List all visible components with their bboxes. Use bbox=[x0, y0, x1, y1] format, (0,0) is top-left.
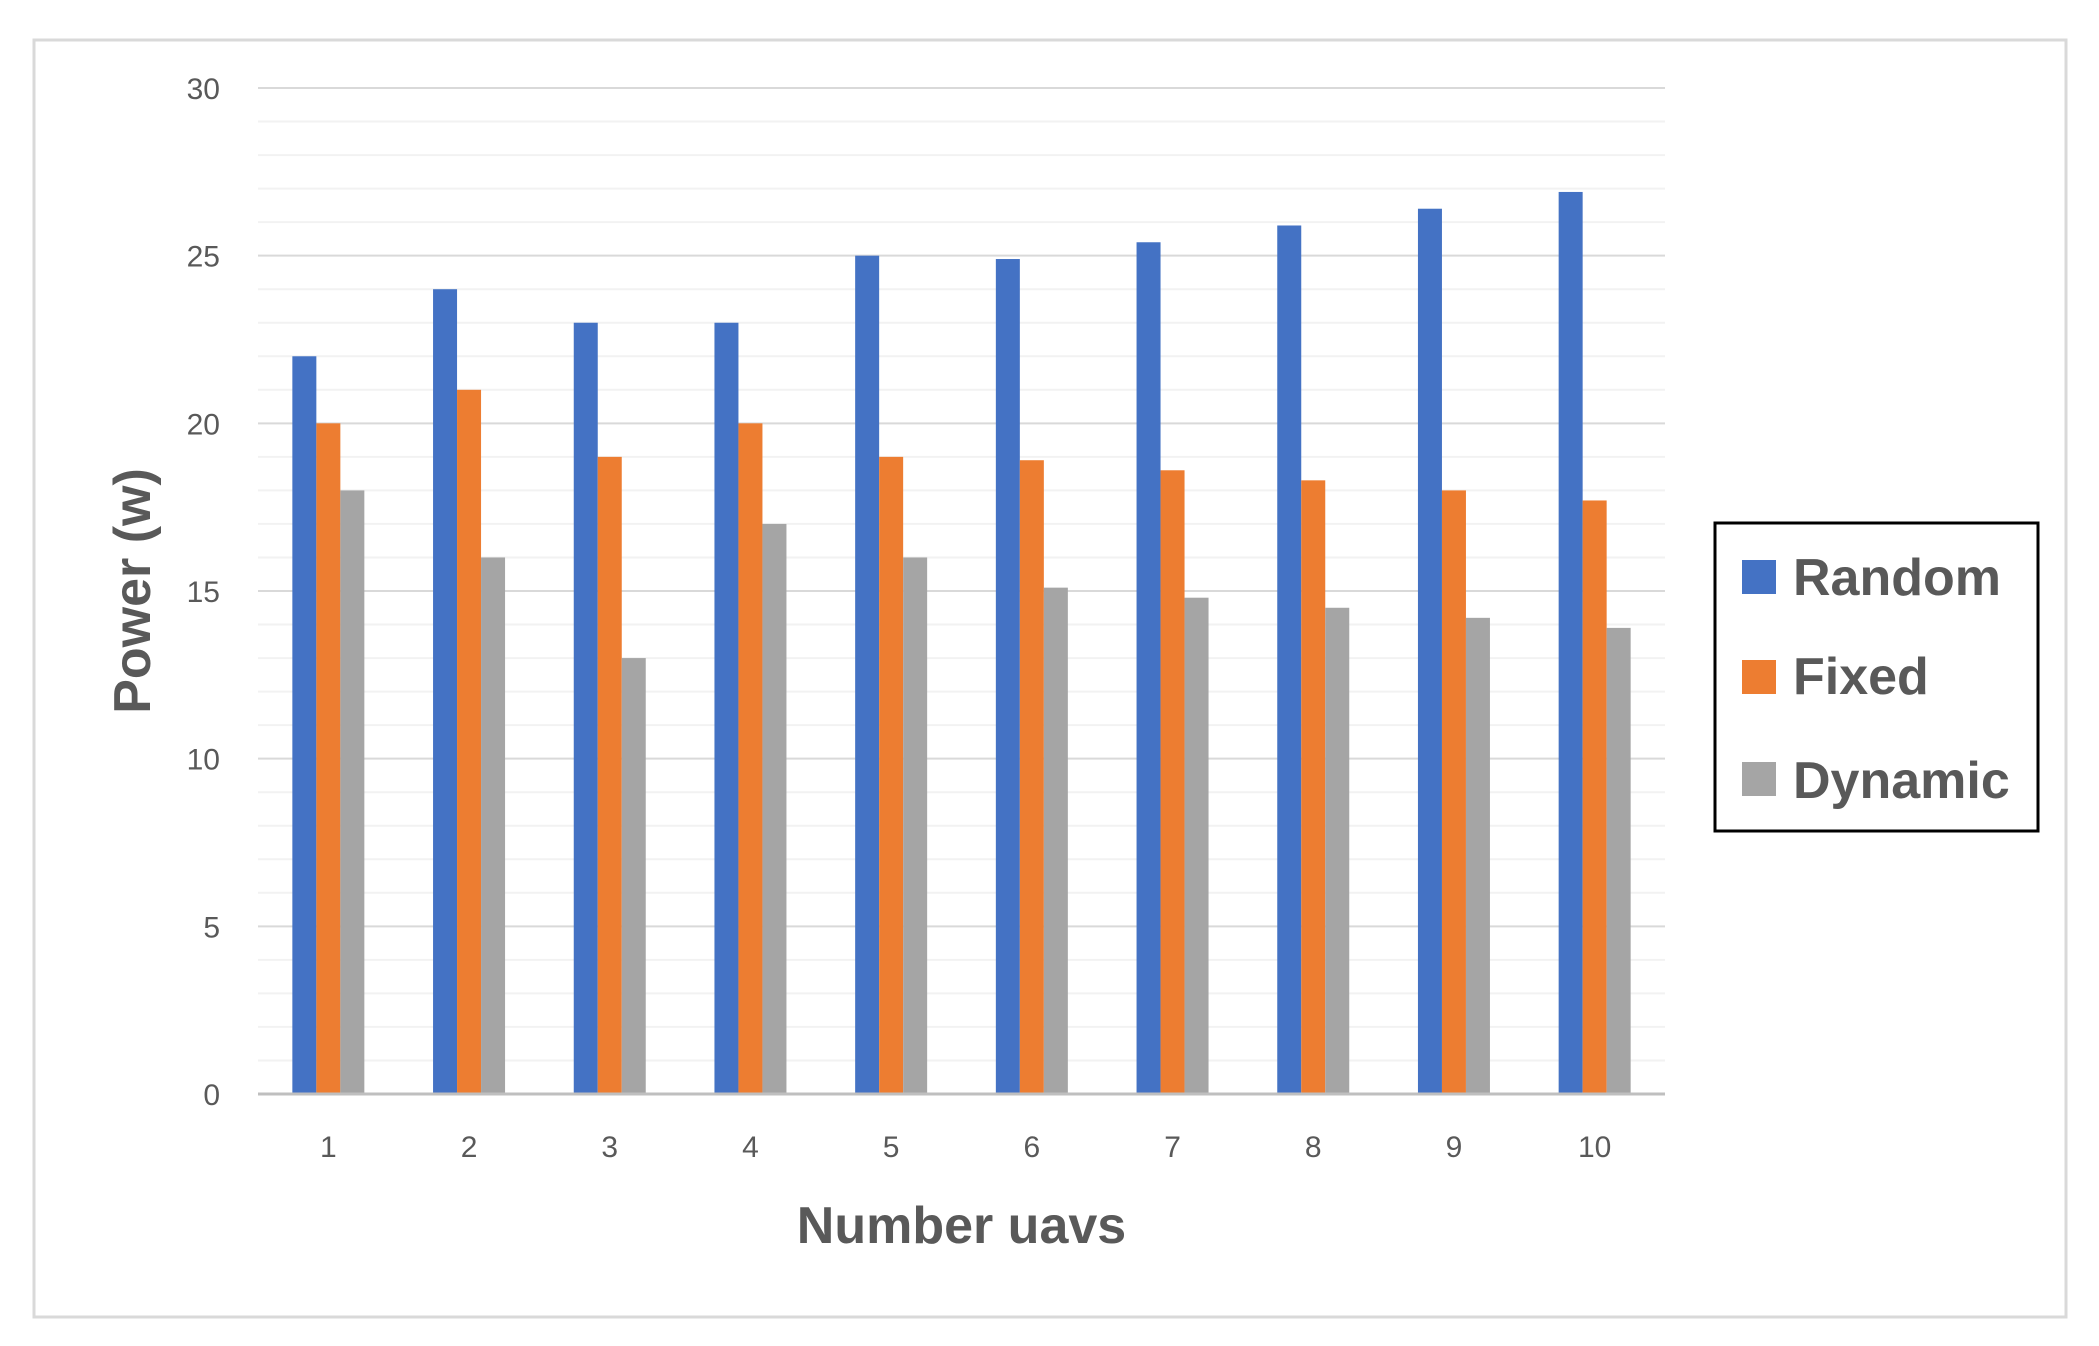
x-tick-label: 2 bbox=[461, 1131, 478, 1164]
bar-random-10 bbox=[1558, 191, 1583, 1094]
bar-dynamic-3 bbox=[621, 658, 646, 1094]
bar-random-8 bbox=[1277, 225, 1302, 1094]
legend-swatch-fixed bbox=[1742, 660, 1776, 694]
bar-fixed-3 bbox=[597, 456, 622, 1094]
bar-random-1 bbox=[292, 356, 317, 1094]
bar-fixed-2 bbox=[457, 389, 482, 1094]
y-tick-label: 5 bbox=[203, 911, 220, 944]
y-tick-label: 0 bbox=[203, 1079, 220, 1112]
y-tick-label: 10 bbox=[187, 744, 220, 777]
bar-random-3 bbox=[573, 322, 598, 1094]
bar-random-9 bbox=[1417, 208, 1442, 1095]
legend-label-random: Random bbox=[1793, 549, 2001, 607]
bar-fixed-7 bbox=[1160, 470, 1185, 1094]
bar-dynamic-1 bbox=[340, 490, 365, 1094]
x-tick-label: 10 bbox=[1578, 1131, 1611, 1164]
bar-dynamic-5 bbox=[903, 557, 928, 1094]
bar-random-5 bbox=[855, 255, 880, 1094]
x-tick-label: 7 bbox=[1164, 1131, 1181, 1164]
bar-random-2 bbox=[433, 289, 458, 1094]
bar-random-4 bbox=[714, 322, 739, 1094]
bar-dynamic-8 bbox=[1325, 607, 1350, 1094]
bar-dynamic-7 bbox=[1184, 597, 1209, 1094]
bar-fixed-8 bbox=[1301, 480, 1326, 1095]
bar-fixed-1 bbox=[316, 423, 341, 1094]
bars bbox=[292, 191, 1631, 1095]
y-tick-label: 30 bbox=[187, 73, 220, 106]
legend-swatch-random bbox=[1742, 560, 1776, 594]
legend: Random Fixed Dynamic bbox=[1713, 521, 2040, 833]
bar-fixed-6 bbox=[1019, 460, 1044, 1095]
y-axis-title: Power (w) bbox=[104, 468, 162, 714]
y-tick-label: 15 bbox=[187, 576, 220, 609]
x-tick-label: 9 bbox=[1446, 1131, 1463, 1164]
legend-label-dynamic: Dynamic bbox=[1793, 752, 2010, 810]
y-tick-label: 20 bbox=[187, 408, 220, 441]
x-tick-label: 1 bbox=[320, 1131, 337, 1164]
x-tick-label: 3 bbox=[601, 1131, 618, 1164]
legend-label-fixed: Fixed bbox=[1793, 648, 1929, 706]
y-tick-labels: 0 5 10 15 20 25 30 bbox=[187, 73, 220, 1112]
x-tick-label: 5 bbox=[883, 1131, 900, 1164]
x-tick-label: 8 bbox=[1305, 1131, 1322, 1164]
legend-swatch-dynamic bbox=[1742, 762, 1776, 796]
bar-dynamic-9 bbox=[1465, 617, 1490, 1094]
x-axis-title: Number uavs bbox=[797, 1197, 1126, 1255]
bar-dynamic-2 bbox=[481, 557, 506, 1094]
bar-dynamic-4 bbox=[762, 523, 787, 1094]
bar-random-7 bbox=[1136, 242, 1161, 1095]
x-tick-label: 6 bbox=[1024, 1131, 1041, 1164]
bar-fixed-4 bbox=[738, 423, 763, 1094]
x-tick-label: 4 bbox=[742, 1131, 759, 1164]
bar-random-6 bbox=[995, 259, 1020, 1094]
bar-fixed-9 bbox=[1441, 490, 1466, 1094]
bar-dynamic-6 bbox=[1043, 587, 1068, 1094]
bar-fixed-5 bbox=[879, 456, 904, 1094]
x-tick-labels: 1 2 3 4 5 6 7 8 9 10 bbox=[320, 1131, 1611, 1164]
y-tick-label: 25 bbox=[187, 241, 220, 274]
bar-dynamic-10 bbox=[1606, 627, 1631, 1094]
bar-fixed-10 bbox=[1582, 500, 1607, 1095]
